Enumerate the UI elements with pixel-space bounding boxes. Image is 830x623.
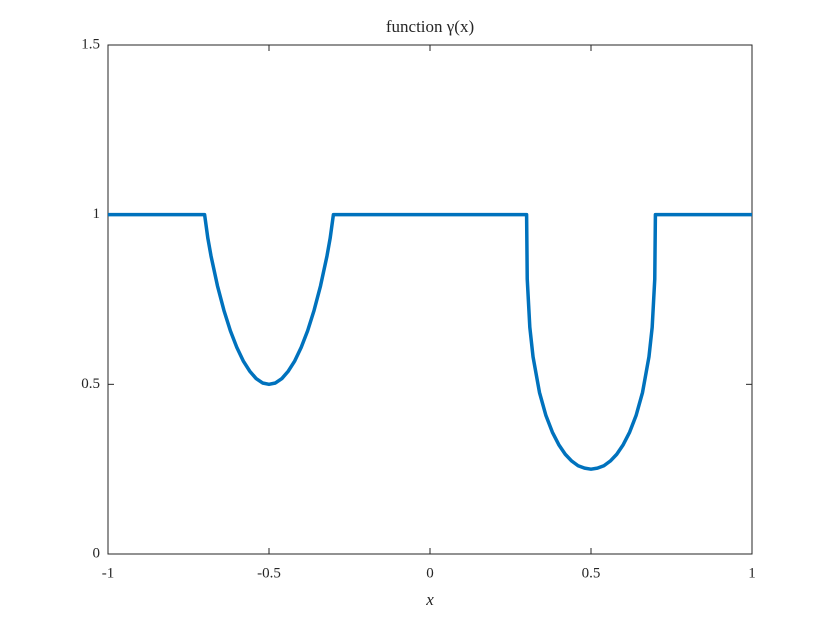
data-line <box>108 212 752 471</box>
x-tick-label: 0 <box>426 565 434 581</box>
y-tick-label: 1.5 <box>81 36 100 52</box>
y-tick-label: 1 <box>93 206 101 222</box>
y-tick-label: 0.5 <box>81 376 100 392</box>
x-tick-label: 0.5 <box>582 565 601 581</box>
x-axis-label: x <box>425 590 434 609</box>
x-tick-label: -1 <box>102 565 115 581</box>
y-tick-label: 0 <box>93 545 101 561</box>
chart-title: function γ(x) <box>386 17 474 36</box>
x-tick-label: -0.5 <box>257 565 281 581</box>
x-tick-label: 1 <box>748 565 756 581</box>
